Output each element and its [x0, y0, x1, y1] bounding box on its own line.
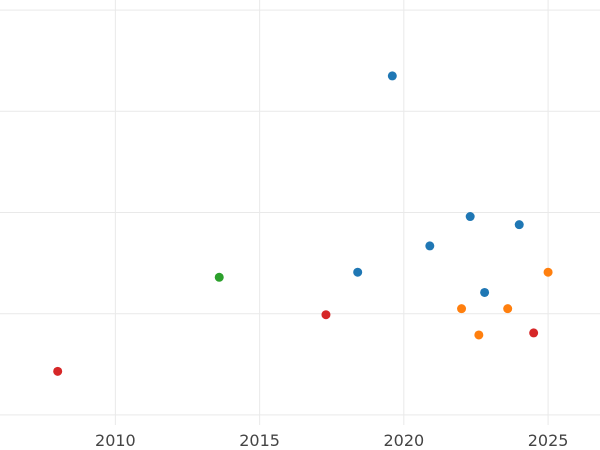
data-point-s0-2 — [514, 220, 524, 230]
x-tick-label: 2015 — [239, 431, 280, 450]
data-point-s1-3 — [474, 330, 484, 340]
data-point-s1-2 — [503, 304, 513, 314]
data-point-s1-1 — [457, 304, 467, 314]
data-point-s3-0 — [321, 310, 331, 320]
data-point-s0-5 — [480, 287, 490, 297]
x-tick-label: 2010 — [95, 431, 136, 450]
data-point-s0-1 — [465, 212, 475, 222]
data-point-s0-4 — [353, 267, 363, 277]
x-tick-label: 2025 — [528, 431, 569, 450]
data-point-s0-3 — [425, 241, 435, 251]
data-point-s3-1 — [529, 328, 539, 338]
y-gridlines — [0, 9, 600, 416]
data-point-s3-2 — [53, 366, 63, 376]
data-point-s1-0 — [543, 267, 553, 277]
data-point-s2-0 — [214, 272, 224, 282]
data-points — [53, 71, 553, 376]
x-tick-label: 2020 — [383, 431, 424, 450]
x-tick-labels: 2010 2015 2020 2025 — [95, 431, 568, 450]
data-point-s0-0 — [387, 71, 397, 81]
